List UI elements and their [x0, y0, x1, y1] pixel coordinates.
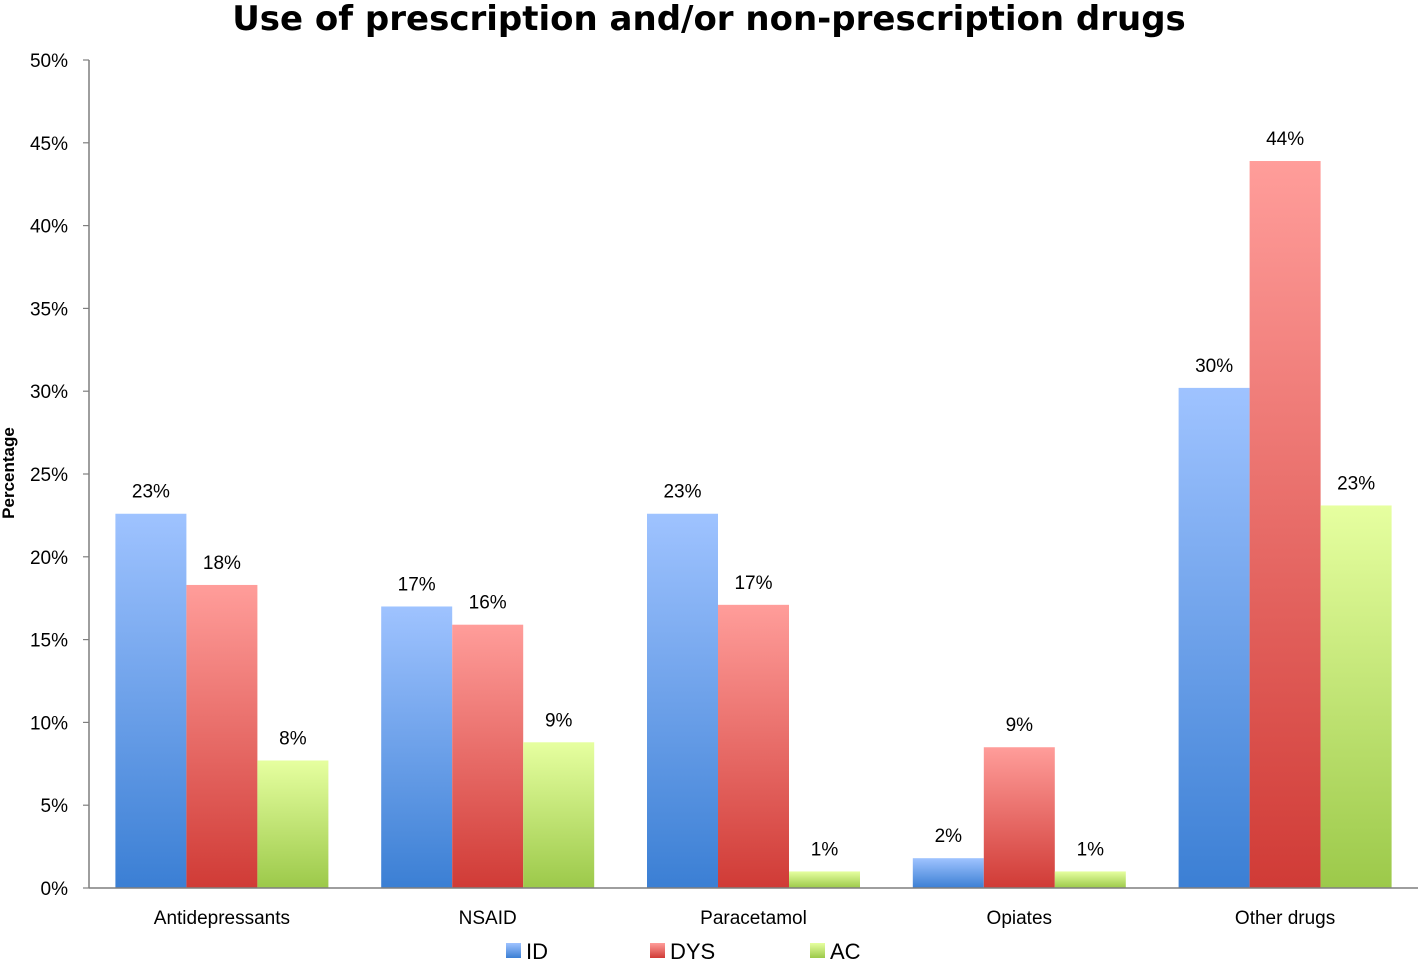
- category-label: Paracetamol: [700, 908, 807, 929]
- bar-dys-nsaid: [452, 624, 524, 888]
- bar-ac-opiates: [1054, 871, 1126, 888]
- data-label: 30%: [1195, 356, 1233, 377]
- data-label: 16%: [469, 593, 507, 614]
- bar-id-nsaid: [381, 606, 453, 888]
- y-tick-label: 50%: [30, 51, 68, 72]
- legend: ID DYS AC: [506, 939, 861, 960]
- bar-dys-paracetamol: [718, 604, 789, 888]
- data-label: 44%: [1266, 129, 1304, 150]
- legend-swatch-ac: [810, 943, 825, 958]
- data-label: 1%: [1077, 839, 1105, 860]
- category-label: Antidepressants: [154, 908, 290, 929]
- data-label: 1%: [811, 839, 839, 860]
- legend-label: AC: [830, 939, 861, 960]
- bar-ac-paracetamol: [789, 871, 860, 888]
- category-label: NSAID: [459, 908, 517, 929]
- y-tick-label: 45%: [30, 134, 68, 155]
- y-axis-label: Percentage: [0, 427, 18, 519]
- bar-ac-antidepressants: [257, 760, 329, 888]
- bar-id-other-drugs: [1178, 387, 1250, 888]
- legend-swatch-dys: [650, 943, 665, 958]
- data-label: 17%: [398, 574, 436, 595]
- y-axis-ticks: 0% 5% 10% 15% 20% 25% 30% 35% 40% 45% 50%: [30, 51, 89, 900]
- category-label: Opiates: [987, 908, 1052, 929]
- data-label: 9%: [1006, 715, 1034, 736]
- bar-id-paracetamol: [647, 513, 718, 888]
- data-label: 23%: [1337, 473, 1375, 494]
- data-label: 17%: [734, 573, 772, 594]
- bar-ac-nsaid: [523, 742, 595, 888]
- bar-dys-antidepressants: [186, 584, 258, 888]
- legend-label: ID: [526, 939, 548, 960]
- y-tick-label: 10%: [30, 713, 68, 734]
- chart-title: Use of prescription and/or non-prescript…: [232, 0, 1186, 39]
- y-tick-label: 35%: [30, 299, 68, 320]
- bar-dys-opiates: [983, 747, 1055, 888]
- category-labels-group: Antidepressants NSAID Paracetamol Opiates Ot…: [154, 908, 1335, 929]
- data-labels-group: 23% 18% 8% 17% 16% 9% 23% 17% 1% 2% 9% 1% 30% 44% 23%: [132, 129, 1375, 860]
- data-label: 8%: [279, 728, 307, 749]
- data-label: 9%: [545, 710, 573, 731]
- data-label: 23%: [663, 482, 701, 503]
- category-label: Other drugs: [1235, 908, 1335, 929]
- bar-id-antidepressants: [115, 513, 187, 888]
- y-tick-label: 0%: [41, 879, 69, 900]
- y-tick-label: 5%: [41, 796, 69, 817]
- y-tick-label: 20%: [30, 548, 68, 569]
- data-label: 2%: [935, 826, 963, 847]
- data-label: 18%: [203, 553, 241, 574]
- y-tick-label: 30%: [30, 382, 68, 403]
- y-tick-label: 40%: [30, 217, 68, 238]
- y-tick-label: 25%: [30, 465, 68, 486]
- bar-ac-other-drugs: [1320, 505, 1392, 888]
- bars-group: [115, 161, 1392, 889]
- legend-label: DYS: [670, 939, 715, 960]
- y-tick-label: 15%: [30, 631, 68, 652]
- legend-swatch-id: [506, 943, 521, 958]
- bar-dys-other-drugs: [1249, 161, 1321, 889]
- bar-id-opiates: [912, 858, 984, 888]
- data-label: 23%: [132, 482, 170, 503]
